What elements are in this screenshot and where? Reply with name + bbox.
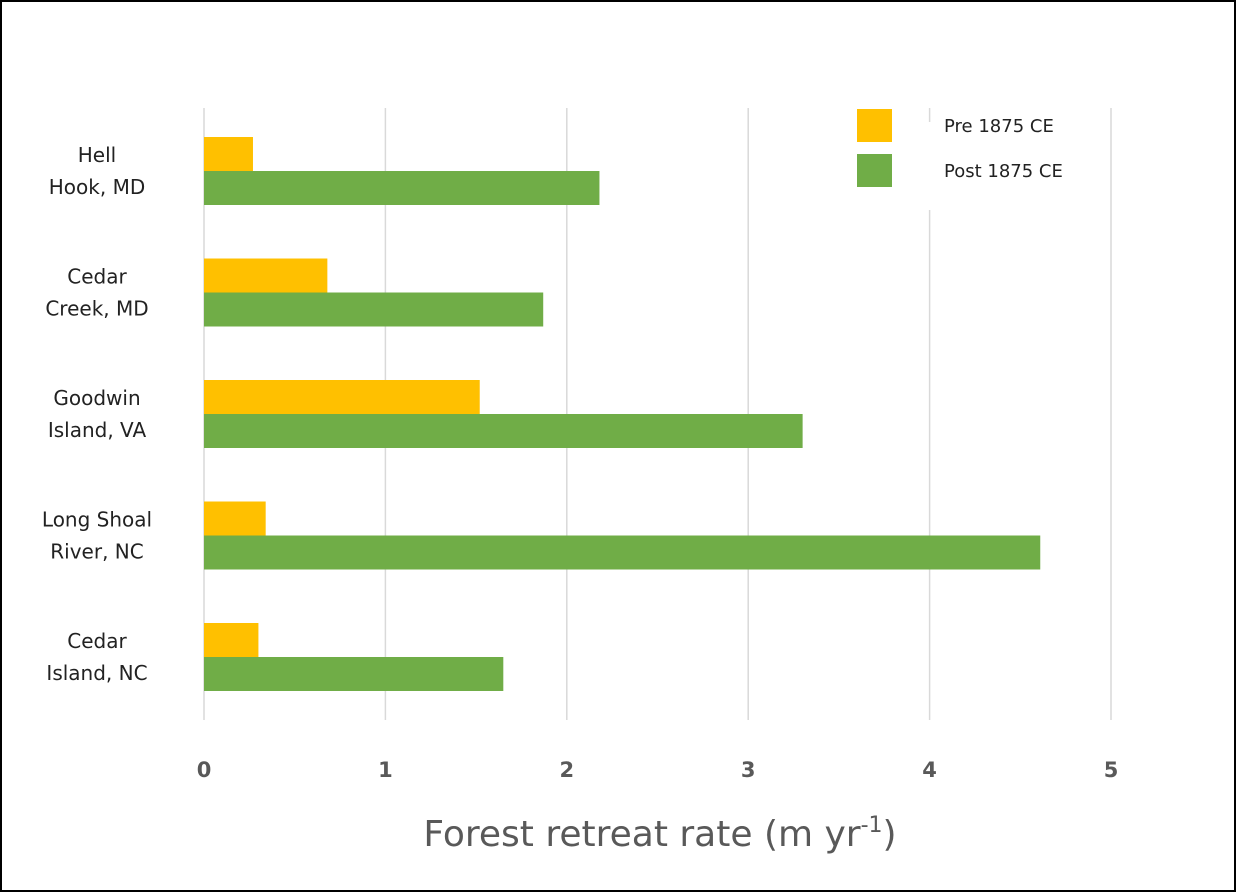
x-tick-label: 1 xyxy=(378,758,393,782)
bars xyxy=(204,137,1041,691)
x-axis-title-close: ) xyxy=(883,814,897,855)
bar-post-1875 xyxy=(204,414,803,448)
x-axis-title: Forest retreat rate (m yr-1) xyxy=(423,813,896,855)
x-axis-title-superscript: -1 xyxy=(861,813,883,838)
x-tick-label: 5 xyxy=(1104,758,1119,782)
category-label-line: Goodwin xyxy=(53,386,140,410)
bar-post-1875 xyxy=(204,657,504,691)
x-tick-label: 0 xyxy=(197,758,212,782)
category-label: Long Shoal River, NC xyxy=(42,508,152,564)
x-tick-label: 2 xyxy=(559,758,574,782)
bar-pre-1875 xyxy=(204,258,328,293)
bar-post-1875 xyxy=(204,171,600,205)
category-label: Hell Hook, MD xyxy=(49,143,145,199)
legend: Pre 1875 CE Post 1875 CE xyxy=(838,109,1063,210)
category-label: Cedar Island, NC xyxy=(46,629,147,685)
category-label-line: Hook, MD xyxy=(49,175,145,199)
category-label-line: Cedar xyxy=(67,265,127,289)
category-label: Cedar Creek, MD xyxy=(45,265,148,321)
x-tick-label: 4 xyxy=(922,758,937,782)
category-label-line: Hell xyxy=(78,143,116,167)
bar-pre-1875 xyxy=(204,501,266,536)
x-tick-label: 3 xyxy=(741,758,756,782)
category-label-line: Cedar xyxy=(67,629,127,653)
x-axis-title-main: Forest retreat rate (m yr xyxy=(423,814,860,855)
category-label-line: Creek, MD xyxy=(45,297,148,321)
bar-pre-1875 xyxy=(204,380,480,414)
x-tick-labels: 0 1 2 3 4 5 xyxy=(197,758,1119,782)
legend-label-post-1875: Post 1875 CE xyxy=(944,161,1063,182)
bar-post-1875 xyxy=(204,535,1041,570)
bar-pre-1875 xyxy=(204,623,259,657)
bar-post-1875 xyxy=(204,292,544,327)
bar-pre-1875 xyxy=(204,137,253,171)
legend-label-pre-1875: Pre 1875 CE xyxy=(944,116,1054,137)
category-labels: Hell Hook, MD Cedar Creek, MD Goodwin Island,… xyxy=(42,143,152,685)
category-label-line: Island, VA xyxy=(48,418,147,442)
legend-swatch-post-1875 xyxy=(857,154,892,187)
legend-swatch-pre-1875 xyxy=(857,109,892,142)
category-label-line: Long Shoal xyxy=(42,508,152,532)
category-label-line: River, NC xyxy=(50,540,143,564)
category-label: Goodwin Island, VA xyxy=(48,386,147,442)
category-label-line: Island, NC xyxy=(46,661,147,685)
